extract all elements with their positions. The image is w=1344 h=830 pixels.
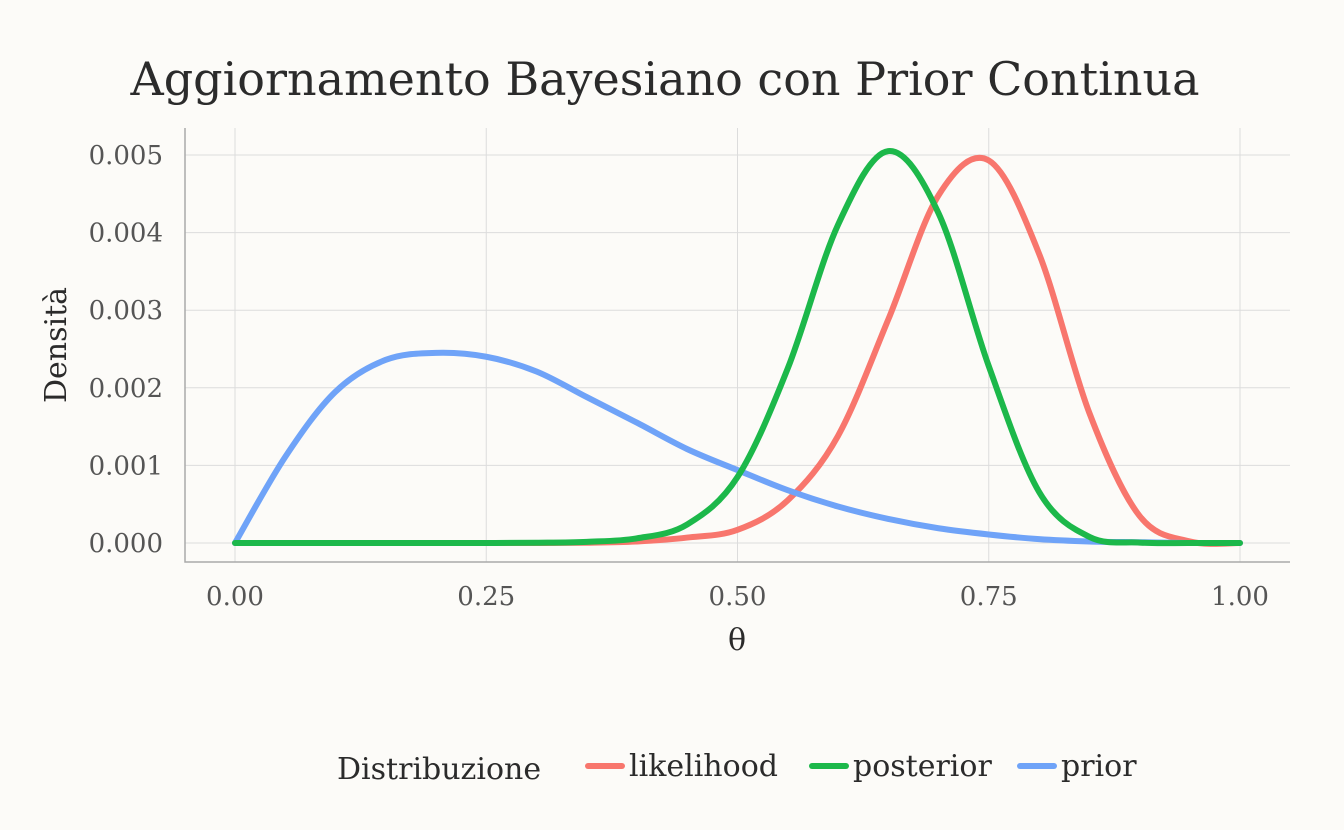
series-line-posterior bbox=[232, 148, 1243, 547]
axes bbox=[184, 128, 1290, 563]
y-tick-label-0: 0.000 bbox=[89, 529, 163, 559]
legend-title: Distribuzione bbox=[337, 752, 541, 787]
y-tick-label-2: 0.002 bbox=[89, 374, 163, 404]
x-tick-label-2: 0.50 bbox=[709, 582, 767, 612]
x-tick-label-3: 0.75 bbox=[960, 582, 1018, 612]
x-tick-label-4: 1.00 bbox=[1211, 582, 1269, 612]
y-tick-label-1: 0.001 bbox=[89, 451, 163, 481]
legend-label-prior: prior bbox=[1061, 749, 1137, 784]
legend: Distribuzione likelihood posterior prior bbox=[337, 749, 1137, 787]
legend-label-posterior: posterior bbox=[853, 749, 992, 784]
legend-label-likelihood: likelihood bbox=[629, 749, 778, 784]
x-axis-title: θ bbox=[728, 623, 746, 658]
axis-lines bbox=[184, 128, 1290, 563]
y-axis-title: Densità bbox=[39, 287, 74, 403]
x-tick-label-1: 0.25 bbox=[457, 582, 515, 612]
tick-labels: 0.00 0.25 0.50 0.75 1.00 0.000 0.001 0.002 0.003… bbox=[89, 141, 1269, 612]
series-line-prior bbox=[232, 349, 1243, 547]
x-tick-label-0: 0.00 bbox=[206, 582, 264, 612]
y-tick-label-3: 0.003 bbox=[89, 296, 163, 326]
series-lines bbox=[232, 148, 1243, 547]
chart-title: Aggiornamento Bayesiano con Prior Contin… bbox=[129, 52, 1199, 106]
y-tick-label-4: 0.004 bbox=[89, 219, 163, 249]
y-tick-label-5: 0.005 bbox=[89, 141, 163, 171]
